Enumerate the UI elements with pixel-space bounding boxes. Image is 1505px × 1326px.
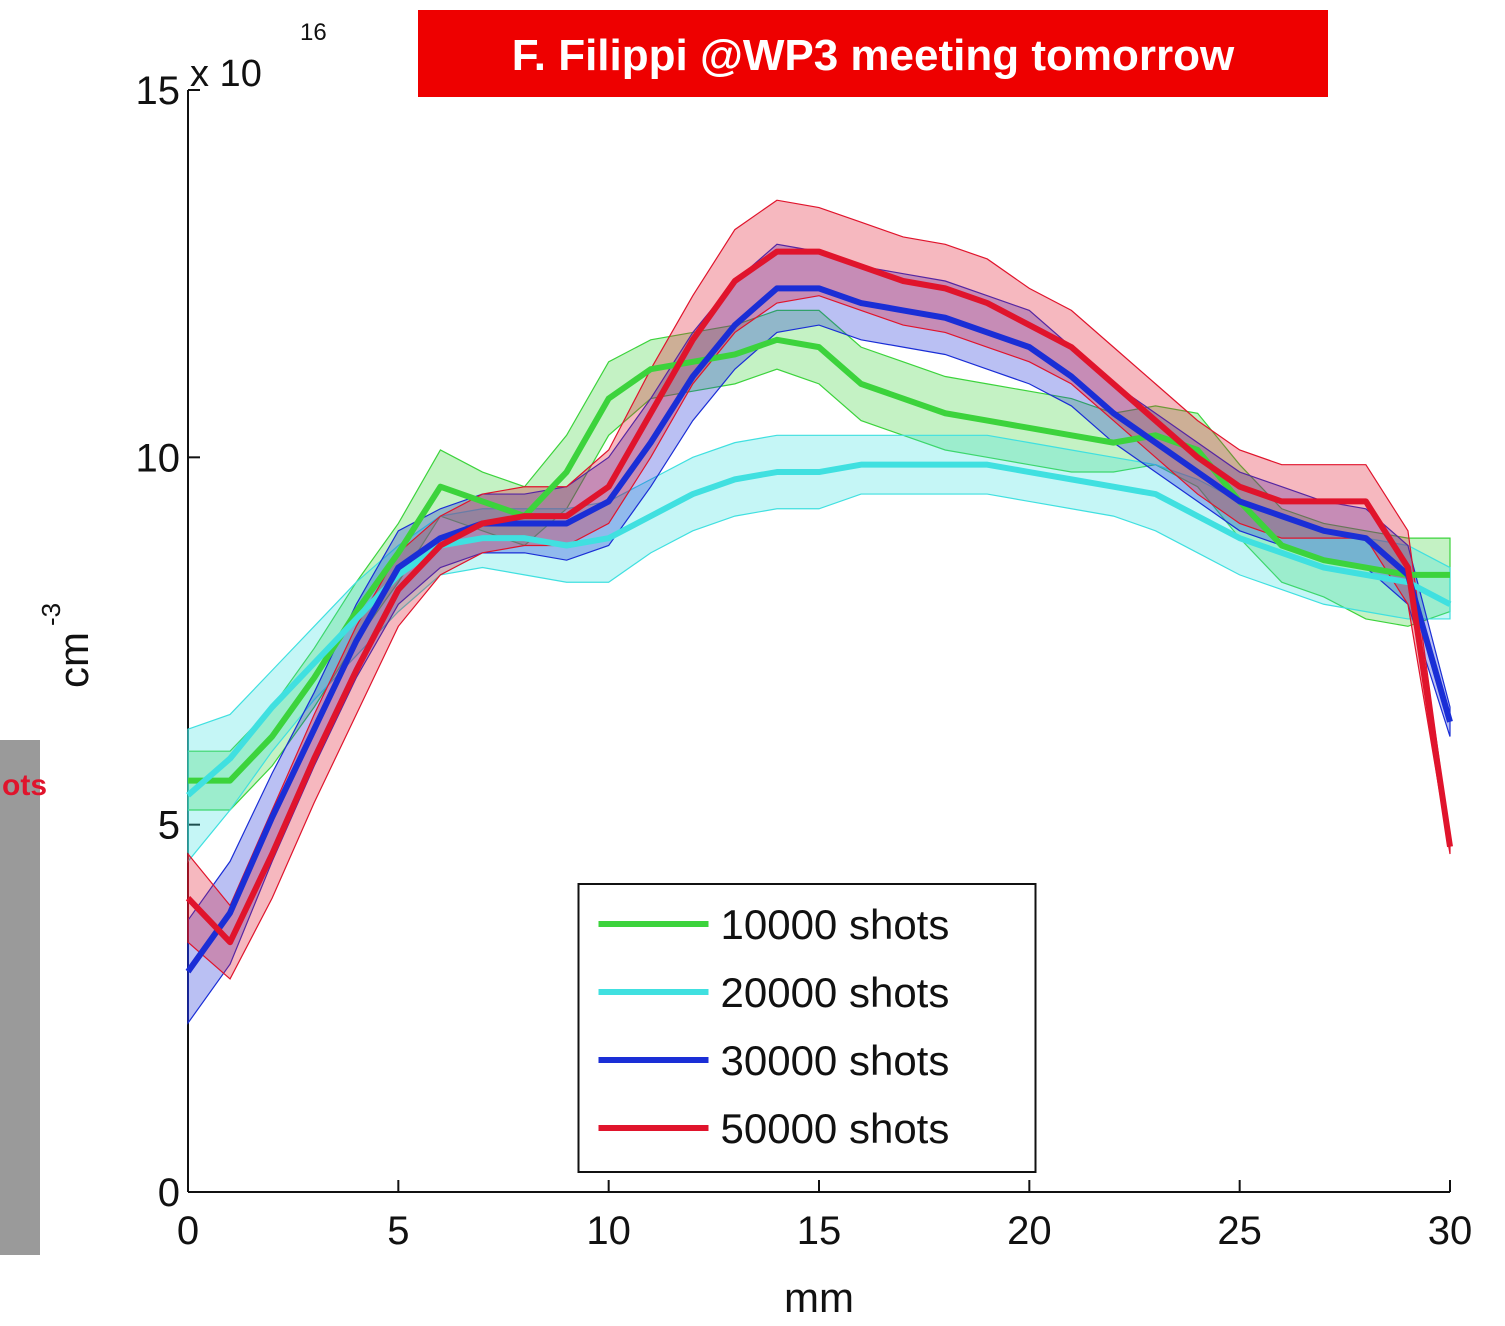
- y-multiplier: x 10: [190, 53, 262, 95]
- x-tick-label: 10: [586, 1209, 631, 1253]
- x-tick-label: 5: [387, 1209, 409, 1253]
- y-tick-label: 5: [158, 804, 180, 848]
- y-tick-label: 15: [136, 69, 181, 113]
- y-tick-label: 10: [136, 436, 181, 480]
- legend-label: 20000 shots: [721, 969, 950, 1016]
- x-tick-label: 15: [797, 1209, 842, 1253]
- side-fragment-text: ots: [2, 769, 47, 802]
- legend-label: 10000 shots: [721, 901, 950, 948]
- x-tick-label: 0: [177, 1209, 199, 1253]
- y-axis-label-exponent: -3: [36, 603, 66, 626]
- banner-box: [418, 10, 1328, 97]
- legend-box: [577, 883, 1037, 1173]
- y-axis-label-group: cm -3: [36, 603, 97, 688]
- y-tick-label: 0: [158, 1171, 180, 1215]
- series-line: [186, 461, 1452, 798]
- x-tick-label: 25: [1217, 1209, 1262, 1253]
- x-tick-label: 20: [1007, 1209, 1052, 1253]
- y-multiplier-exponent: 16: [300, 19, 327, 46]
- band: [187, 434, 1451, 864]
- side-image-fragment: [0, 740, 40, 1255]
- banner-text: F. Filippi @WP3 meeting tomorrow: [512, 31, 1235, 80]
- series-line: [185, 248, 1453, 946]
- band: [187, 199, 1451, 980]
- y-axis-label: cm: [50, 632, 97, 688]
- series-line: [185, 285, 1453, 974]
- x-tick-label: 30: [1428, 1209, 1473, 1253]
- x-axis-label: mm: [784, 1274, 854, 1321]
- legend-label: 50000 shots: [721, 1105, 950, 1152]
- legend-label: 30000 shots: [721, 1037, 950, 1084]
